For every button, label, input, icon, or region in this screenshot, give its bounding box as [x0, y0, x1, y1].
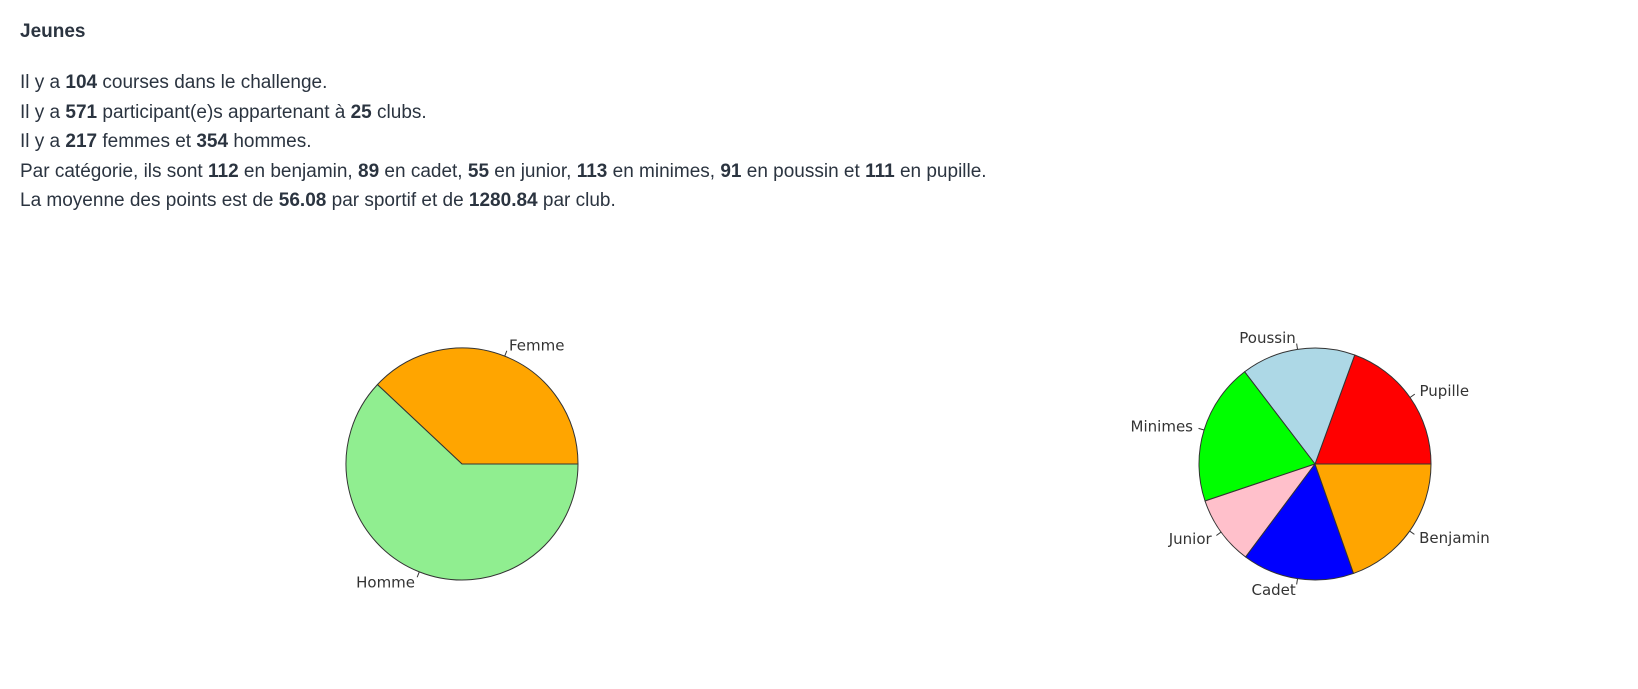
category-pie-label-pupille: Pupille: [1420, 382, 1470, 400]
stats-text: femmes et: [97, 131, 197, 152]
category-pie-leader-pupille: [1409, 393, 1416, 398]
pupille-count: 111: [865, 160, 895, 182]
stats-line-courses: Il y a 104 courses dans le challenge.: [20, 68, 1600, 98]
stats-text: par club.: [537, 190, 616, 211]
category-pie-leader-poussin: [1296, 343, 1299, 350]
stats-line-gender: Il y a 217 femmes et 354 hommes.: [20, 127, 1600, 157]
stats-line-participants: Il y a 571 participant(e)s appartenant à…: [20, 98, 1600, 128]
category-pie-leader-junior: [1216, 531, 1222, 536]
stats-text: en cadet,: [379, 160, 468, 182]
points-per-athlete: 56.08: [278, 190, 327, 211]
gender-pie-chart: Femme Homme: [340, 330, 600, 620]
stats-line-points: La moyenne des points est de 56.08 par s…: [20, 186, 1600, 216]
stats-text: en benjamin,: [238, 160, 358, 182]
stats-text: clubs.: [371, 101, 427, 123]
junior-count: 55: [467, 160, 490, 182]
stats-summary: Il y a 104 courses dans le challenge. Il…: [20, 68, 1600, 216]
femmes-count: 217: [65, 131, 98, 152]
stats-text: Il y a: [20, 72, 66, 93]
gender-pie-slice-homme: [345, 383, 579, 581]
stats-text: en pupille.: [894, 160, 987, 182]
section-title: Jeunes: [20, 21, 86, 42]
minimes-count: 113: [576, 160, 608, 182]
stats-text: par sportif et de: [326, 190, 469, 211]
category-pie-slice-poussin: [1243, 347, 1356, 466]
gender-pie-svg: Femme Homme: [345, 336, 579, 592]
stats-text: hommes.: [228, 131, 312, 152]
category-pie-label-minimes: Minimes: [1131, 418, 1194, 436]
stats-text: en poussin et: [741, 160, 866, 182]
stats-text: Par catégorie, ils sont: [20, 160, 208, 182]
stats-text: courses dans le challenge.: [97, 72, 328, 93]
courses-count: 104: [65, 72, 98, 93]
participants-count: 571: [65, 101, 98, 123]
category-pie-slice-cadet: [1244, 462, 1355, 581]
stats-text: La moyenne des points est de: [20, 190, 279, 211]
category-pie-leader-cadet: [1296, 578, 1299, 585]
clubs-count: 25: [350, 101, 372, 123]
category-pie-chart: Pupille Poussin Minimes Junior Cadet Benjamin: [1131, 329, 1490, 620]
category-pie-label-cadet: Cadet: [1251, 581, 1295, 599]
stats-text: Il y a: [20, 101, 66, 123]
stats-text: en minimes,: [607, 160, 721, 182]
gender-pie-label-homme: Homme: [356, 574, 415, 592]
points-per-club: 1280.84: [468, 190, 538, 211]
poussin-count: 91: [720, 160, 742, 182]
category-pie-svg: Pupille Poussin Minimes Junior Cadet Benjamin: [1131, 329, 1490, 599]
category-pie-label-benjamin: Benjamin: [1419, 529, 1490, 547]
category-pie-leader-benjamin: [1409, 530, 1415, 535]
category-pie-slice-minimes: [1198, 371, 1316, 502]
stats-text: en junior,: [489, 160, 577, 182]
gender-pie-leader-homme: [416, 571, 420, 578]
category-pie-label-junior: Junior: [1168, 530, 1213, 548]
stats-line-categories: Par catégorie, ils sont 112 en benjamin,…: [20, 157, 1600, 187]
stats-text: Il y a: [20, 131, 66, 152]
cadet-count: 89: [358, 160, 380, 182]
stats-text: participant(e)s appartenant à: [97, 101, 351, 123]
gender-pie-label-femme: Femme: [509, 336, 565, 354]
hommes-count: 354: [196, 131, 229, 152]
jeunes-section: Jeunes Il y a 104 courses dans le challe…: [20, 18, 1600, 216]
gender-pie-slice-femme: [376, 347, 579, 465]
category-pie-leader-minimes: [1198, 427, 1205, 431]
gender-pie-leader-femme: [504, 350, 508, 357]
benjamin-count: 112: [207, 160, 239, 182]
category-pie-label-poussin: Poussin: [1239, 329, 1296, 347]
